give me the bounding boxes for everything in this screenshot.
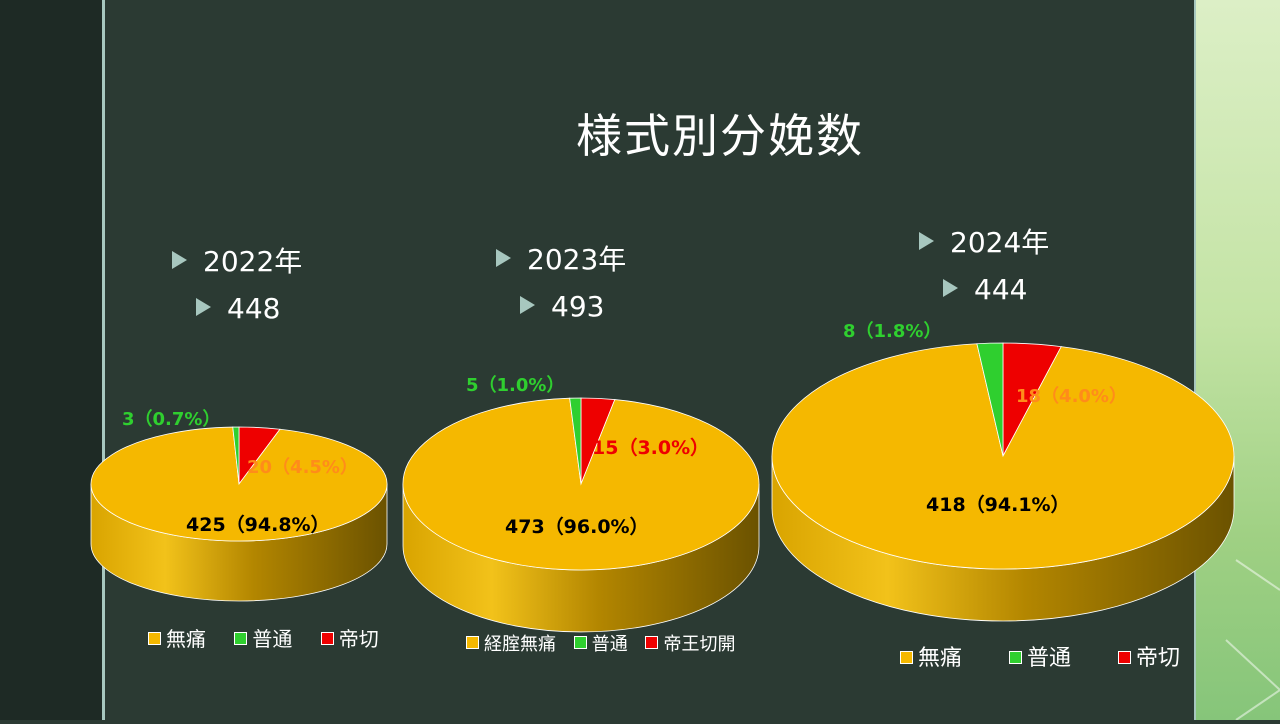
legend-item: 帝切 — [320, 623, 379, 652]
triangle-bullet-icon — [496, 249, 511, 267]
year-label: 2024年 — [950, 226, 1050, 259]
legend-swatch — [900, 651, 913, 664]
legend-label: 無痛 — [918, 646, 963, 671]
data-label-futsu-2024: 8（1.8%） — [843, 321, 942, 342]
legend-label: 帝切 — [338, 627, 379, 651]
legend-label: 普通 — [591, 634, 628, 655]
pie-slice-普通 — [976, 342, 1004, 457]
data-label-futsu-2022: 3（0.7%） — [122, 409, 221, 430]
pie-chart-2024年 — [771, 342, 1235, 622]
data-label-teisetsu-2024: 18（4.0%） — [1016, 386, 1127, 407]
legend-swatch — [573, 636, 587, 649]
total-heading-2022: 448 — [196, 292, 280, 325]
pie-chart-2023年 — [402, 397, 760, 633]
total-label: 444 — [974, 273, 1028, 306]
legend-label: 無痛 — [166, 627, 206, 651]
total-heading-2023: 493 — [520, 290, 604, 323]
legend-label: 経腟無痛 — [484, 634, 556, 655]
legend-swatch — [1009, 651, 1023, 664]
legend-label: 普通 — [1027, 646, 1072, 671]
legend-2023: 経腟無痛 普通 帝王切開 — [466, 630, 735, 656]
legend-item: 帝切 — [1118, 640, 1180, 672]
legend-2022: 無痛 普通 帝切 — [148, 623, 401, 652]
year-heading-2023: 2023年 — [496, 238, 626, 278]
legend-item: 普通 — [234, 623, 292, 652]
data-label-futsu-2023: 5（1.0%） — [466, 375, 565, 396]
pie-chart-2022年 — [90, 426, 388, 602]
legend-label: 普通 — [252, 627, 293, 651]
chevron-decor-icon — [1225, 559, 1280, 721]
triangle-bullet-icon — [919, 232, 934, 250]
year-label: 2022年 — [203, 245, 303, 278]
legend-swatch — [1118, 651, 1132, 664]
triangle-bullet-icon — [196, 298, 211, 316]
pie-slice-普通 — [232, 426, 240, 485]
pie-slice-普通 — [569, 397, 582, 485]
legend-item: 帝王切開 — [645, 630, 735, 656]
data-label-teisetsu-2022: 20（4.5%） — [247, 457, 358, 478]
legend-2024: 無痛 普通 帝切 — [900, 640, 1180, 672]
triangle-bullet-icon — [943, 279, 958, 297]
legend-swatch — [234, 632, 248, 645]
pie-slice-経腟無痛 — [402, 397, 760, 571]
year-heading-2022: 2022年 — [172, 240, 302, 280]
data-label-mutsu-2023: 473（96.0%） — [505, 516, 649, 538]
legend-item: 無痛 — [900, 640, 962, 672]
legend-label: 帝王切開 — [663, 634, 736, 655]
triangle-bullet-icon — [520, 296, 535, 314]
legend-swatch — [320, 632, 334, 645]
data-label-teisetsu-2023: 15（3.0%） — [592, 437, 710, 459]
triangle-bullet-icon — [172, 251, 187, 269]
legend-item: 無痛 — [148, 623, 206, 652]
total-label: 448 — [227, 292, 281, 325]
legend-item: 経腟無痛 — [466, 630, 556, 656]
legend-swatch — [645, 636, 659, 649]
left-decor-line — [102, 0, 105, 720]
page-title: 様式別分娩数 — [576, 109, 864, 163]
pie-slice-無痛 — [771, 343, 1235, 570]
left-decor-panel — [0, 0, 102, 720]
legend-item: 普通 — [573, 630, 628, 656]
legend-swatch — [466, 636, 479, 649]
legend-label: 帝切 — [1136, 646, 1181, 671]
legend-item: 普通 — [1009, 640, 1071, 672]
total-heading-2024: 444 — [943, 273, 1027, 306]
data-label-mutsu-2022: 425（94.8%） — [186, 514, 330, 536]
right-decor-panel — [1196, 0, 1280, 721]
year-label: 2023年 — [527, 243, 627, 276]
right-decor-line — [1194, 0, 1196, 720]
legend-swatch — [148, 632, 161, 645]
year-heading-2024: 2024年 — [919, 221, 1049, 261]
total-label: 493 — [551, 290, 605, 323]
data-label-mutsu-2024: 418（94.1%） — [926, 494, 1070, 516]
